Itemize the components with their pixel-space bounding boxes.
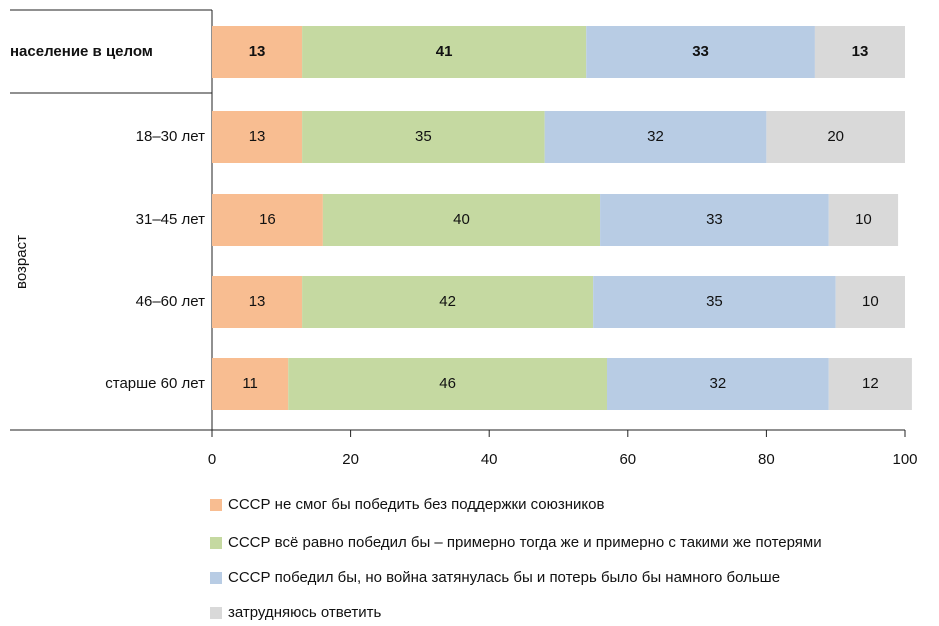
bar-segment [212, 26, 303, 78]
x-tick-label: 60 [619, 451, 636, 468]
value-label: 12 [862, 375, 879, 392]
bar-segment [212, 194, 323, 246]
value-label: 20 [827, 128, 844, 145]
bar-segment [766, 111, 905, 163]
value-label: 13 [249, 43, 266, 60]
y-tick-label: 18–30 лет [136, 128, 205, 145]
value-label: 42 [439, 293, 456, 310]
value-label: 35 [415, 128, 432, 145]
bar-segment [586, 26, 815, 78]
group-label: возраст [13, 235, 30, 289]
value-label: 46 [439, 375, 456, 392]
legend-swatch [210, 499, 222, 511]
bar-segment [828, 194, 899, 246]
value-label: 10 [862, 293, 879, 310]
value-label: 32 [710, 375, 727, 392]
y-tick-label: население в целом [10, 43, 153, 60]
legend-label: СССР всё равно победил бы – примерно тог… [228, 534, 822, 551]
legend-label: затрудняюсь ответить [228, 604, 381, 621]
value-label: 33 [692, 43, 709, 60]
value-label: 41 [436, 43, 453, 60]
bar-segment [212, 276, 303, 328]
value-label: 13 [852, 43, 869, 60]
bar-segment [607, 358, 829, 410]
x-tick-label: 100 [892, 451, 917, 468]
value-label: 13 [249, 293, 266, 310]
value-label: 33 [706, 211, 723, 228]
legend-swatch [210, 607, 222, 619]
y-tick-label: старше 60 лет [105, 375, 205, 392]
legend-swatch [210, 572, 222, 584]
bar-segment [212, 358, 289, 410]
legend-label: СССР не смог бы победить без поддержки с… [228, 496, 605, 513]
bar-segment [212, 111, 303, 163]
x-tick-label: 40 [481, 451, 498, 468]
bar-segment [600, 194, 829, 246]
bar-segment [302, 111, 545, 163]
x-tick-label: 20 [342, 451, 359, 468]
y-tick-label: 31–45 лет [136, 211, 205, 228]
bar-segment [544, 111, 767, 163]
bar-segment [593, 276, 836, 328]
bar-segment [288, 358, 608, 410]
value-label: 35 [706, 293, 723, 310]
value-label: 13 [249, 128, 266, 145]
bar-segment [814, 26, 905, 78]
bar-segment [828, 358, 912, 410]
bar-segment [322, 194, 601, 246]
bar-segment [302, 26, 587, 78]
bar-segment [302, 276, 594, 328]
x-tick-label: 0 [208, 451, 216, 468]
value-label: 11 [242, 375, 258, 392]
value-label: 40 [453, 211, 470, 228]
x-tick-label: 80 [758, 451, 775, 468]
value-label: 32 [647, 128, 664, 145]
value-label: 16 [259, 211, 276, 228]
bar-segment [835, 276, 905, 328]
y-tick-label: 46–60 лет [136, 293, 205, 310]
value-label: 10 [855, 211, 872, 228]
legend-label: СССР победил бы, но война затянулась бы … [228, 569, 780, 586]
legend-swatch [210, 537, 222, 549]
